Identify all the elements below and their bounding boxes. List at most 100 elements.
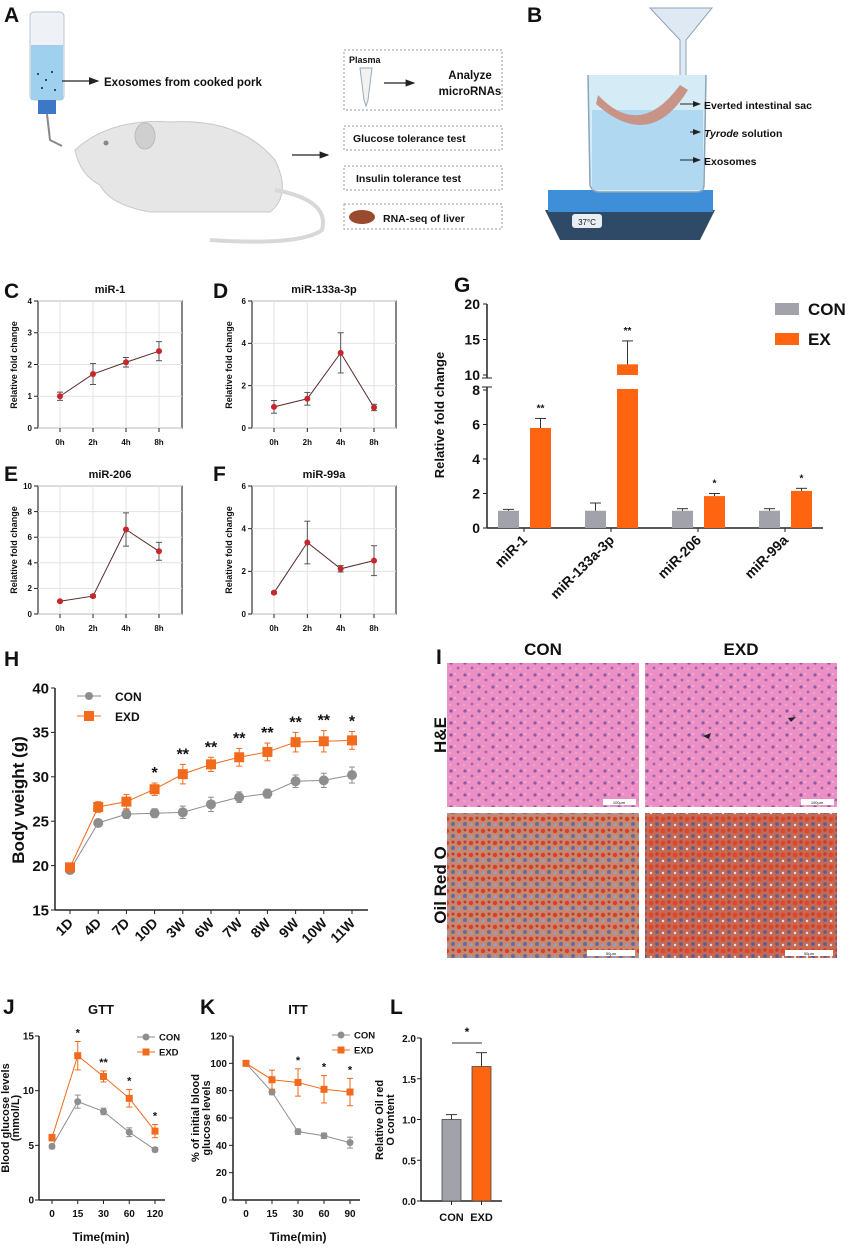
chart-k-marker xyxy=(242,1059,250,1067)
water-bottle-icon xyxy=(29,11,65,147)
chart-f-y-tick-label: 2 xyxy=(242,567,247,576)
chart-f-x-tick-label: 0h xyxy=(269,624,278,633)
chart-g-plot: 0 2 4 6 810 15 20 miR-1 ** miR-133a-3p ** miR-206 * m… xyxy=(464,296,823,602)
chart-c-plot: 0 1 2 3 4 0h 2h 4h 8h xyxy=(28,297,183,447)
chart-k-y-tick-label: 20 xyxy=(216,1168,228,1179)
chart-d-marker xyxy=(304,395,311,402)
chart-k-series-exd xyxy=(242,1059,354,1107)
chart-h-x-tick-label: 10D xyxy=(131,915,160,944)
chart-k-y-tick-label: 80 xyxy=(216,1086,228,1097)
chart-f-marker xyxy=(304,539,311,546)
chart-d-marker xyxy=(337,349,344,356)
chart-e-line xyxy=(59,528,160,602)
chart-k-marker xyxy=(268,1076,276,1084)
chart-e-marker xyxy=(156,548,162,555)
panel-letter-c: C xyxy=(4,280,19,303)
chart-l-y-tick-label: 0.0 xyxy=(402,1197,416,1208)
chart-j-xlabel: Time(min) xyxy=(72,1230,129,1244)
tyrode-label: Tyrode solution xyxy=(704,128,782,140)
chart-l-y-tick-label: 1.5 xyxy=(402,1075,416,1086)
scale-bar: 50μm xyxy=(785,950,833,956)
chart-f-series-0 xyxy=(271,520,377,596)
funnel-icon xyxy=(648,7,714,81)
chart-g-ylabel: Relative fold change xyxy=(432,352,447,478)
chart-g-bar xyxy=(585,510,606,528)
chart-h-marker xyxy=(347,735,357,746)
chart-e-y-tick-label: 4 xyxy=(28,559,33,568)
analyze-label-2: microRNAs xyxy=(439,86,502,98)
chart-k-legend-marker xyxy=(337,1031,345,1039)
chart-f-y-tick-label: 6 xyxy=(242,482,247,491)
chart-g-y-tick-label: 6 xyxy=(472,417,480,433)
chart-c-line xyxy=(59,350,160,397)
itt-box xyxy=(343,165,503,191)
chart-h-x-tick-label: 10W xyxy=(298,914,330,946)
chart-h-y-tick-label: 40 xyxy=(32,680,49,697)
chart-g-y-tick-label: 10 xyxy=(464,367,480,383)
chart-j-significance: * xyxy=(153,1111,158,1123)
chart-d-ylabel: Relative fold change xyxy=(224,321,234,409)
chart-c-series-0 xyxy=(57,341,162,401)
chart-c-y-tick-label: 4 xyxy=(28,297,33,306)
chart-j-ylabel-2: (mmol/L) xyxy=(10,1094,22,1141)
chart-f-marker xyxy=(371,557,377,564)
chart-j-marker xyxy=(100,1107,107,1115)
chart-h-significance: * xyxy=(349,714,356,731)
chart-f-y-tick-label: 4 xyxy=(242,524,247,533)
chart-f-plot: 0 2 4 6 0h 2h 4h 8h xyxy=(242,482,397,633)
tube-icon xyxy=(359,67,373,108)
chart-j-x-tick-label: 60 xyxy=(124,1209,136,1220)
chart-k-significance: * xyxy=(322,1062,327,1074)
exosomes-label: Exosomes xyxy=(704,156,757,168)
chart-k-legend-label: CON xyxy=(354,1031,375,1042)
chart-c-y-tick-label: 3 xyxy=(28,329,33,338)
column-header-con: CON xyxy=(524,640,562,659)
chart-h-marker xyxy=(318,775,329,786)
chart-g-y-tick-label: 20 xyxy=(464,296,480,312)
exosome-label: Exosomes from cooked pork xyxy=(104,77,262,89)
chart-j-y-tick-label: 5 xyxy=(28,1141,34,1152)
chart-e-x-tick-label: 0h xyxy=(55,624,64,633)
chart-e-marker xyxy=(57,598,63,605)
chart-j-title: GTT xyxy=(88,1002,114,1017)
chart-c-marker xyxy=(90,371,96,378)
he-image-con xyxy=(447,663,639,807)
chart-g-bar xyxy=(704,496,725,528)
chart-g-bar-con xyxy=(585,502,606,528)
chart-h-marker xyxy=(177,769,188,780)
sac-label: Everted intestinal sac xyxy=(704,100,812,112)
legend-label-con: CON xyxy=(808,300,846,319)
chart-e-marker xyxy=(123,526,129,533)
chart-k-legend-label: EXD xyxy=(354,1046,374,1057)
chart-j-significance: ** xyxy=(99,1057,108,1069)
liver-icon xyxy=(349,210,375,224)
chart-c-marker xyxy=(57,393,63,400)
chart-h-x-tick-label: 3W xyxy=(163,914,190,941)
chart-d-y-tick-label: 6 xyxy=(242,297,247,306)
chart-h-x-tick-label: 1D xyxy=(52,915,76,939)
chart-k-x-tick-label: 15 xyxy=(266,1209,278,1220)
chart-l-bar-con xyxy=(441,1119,462,1202)
panel-letter-j: J xyxy=(3,996,15,1019)
arrowhead-icon xyxy=(703,733,711,739)
chart-c-marker xyxy=(156,348,162,355)
chart-k-x-tick-label: 60 xyxy=(318,1209,330,1220)
chart-d-marker xyxy=(371,404,377,411)
chart-k-y-tick-label: 0 xyxy=(221,1196,227,1207)
chart-k-significance: * xyxy=(348,1064,353,1076)
oil-red-image-exd xyxy=(645,813,837,958)
chart-k-marker xyxy=(346,1088,354,1096)
chart-k-ylabel-2: glucose levels xyxy=(201,1080,213,1155)
hotplate-base xyxy=(545,210,715,240)
chart-f-x-tick-label: 4h xyxy=(336,624,345,633)
chart-g-significance: * xyxy=(800,473,804,484)
chart-e-series-0 xyxy=(57,512,162,605)
chart-j-significance: * xyxy=(127,1076,132,1088)
chart-c-x-tick-label: 0h xyxy=(55,438,64,447)
chart-j-marker xyxy=(74,1052,82,1060)
chart-g-y-tick-label: 8 xyxy=(472,382,480,398)
chart-j-marker xyxy=(74,1098,82,1106)
chart-h-marker xyxy=(318,736,329,747)
chart-j-x-tick-label: 15 xyxy=(72,1209,84,1220)
